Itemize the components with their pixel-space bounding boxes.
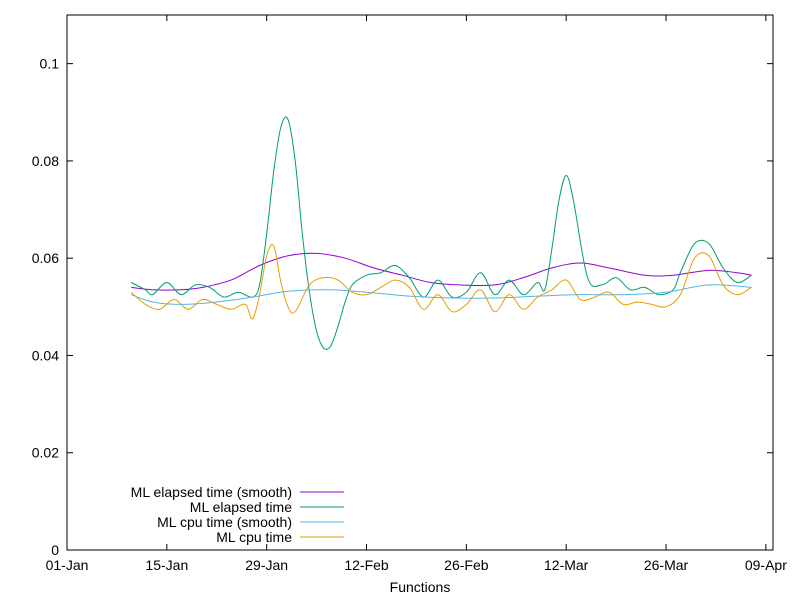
x-tick-label: 29-Jan: [245, 557, 288, 573]
x-tick-label: 12-Feb: [344, 557, 389, 573]
x-tick-label: 26-Mar: [644, 557, 689, 573]
legend-label: ML elapsed time (smooth): [131, 484, 292, 500]
plot-series: [130, 116, 752, 350]
legend: ML elapsed time (smooth)ML elapsed timeM…: [131, 484, 344, 545]
y-tick-label: 0.06: [32, 250, 59, 266]
y-tick-label: 0.08: [32, 153, 59, 169]
series-line-1: [130, 116, 752, 350]
y-tick-label: 0.04: [32, 347, 59, 363]
x-axis-title: Functions: [390, 579, 451, 595]
series-line-0: [131, 252, 752, 291]
y-tick-label: 0: [51, 542, 59, 558]
legend-label: ML cpu time (smooth): [157, 514, 292, 530]
x-tick-label: 15-Jan: [145, 557, 188, 573]
x-tick-label: 01-Jan: [46, 557, 89, 573]
legend-label: ML elapsed time: [190, 499, 292, 515]
series-line-3: [130, 244, 752, 320]
x-tick-label: 09-Apr: [745, 557, 787, 573]
plot-frame: [66, 14, 774, 551]
y-tick-label: 0.02: [32, 445, 59, 461]
x-axis: 01-Jan 15-Jan 29-Jan 12-Feb 26-Feb 12-Mar 26-M…: [46, 15, 787, 573]
x-tick-label: 26-Feb: [444, 557, 489, 573]
y-tick-label: 0.1: [40, 56, 60, 72]
y-axis: 0 0.02 0.04 0.06 0.08 0.1: [32, 56, 773, 558]
series-line-2: [131, 284, 752, 305]
legend-label: ML cpu time: [216, 529, 292, 545]
x-tick-label: 12-Mar: [544, 557, 589, 573]
